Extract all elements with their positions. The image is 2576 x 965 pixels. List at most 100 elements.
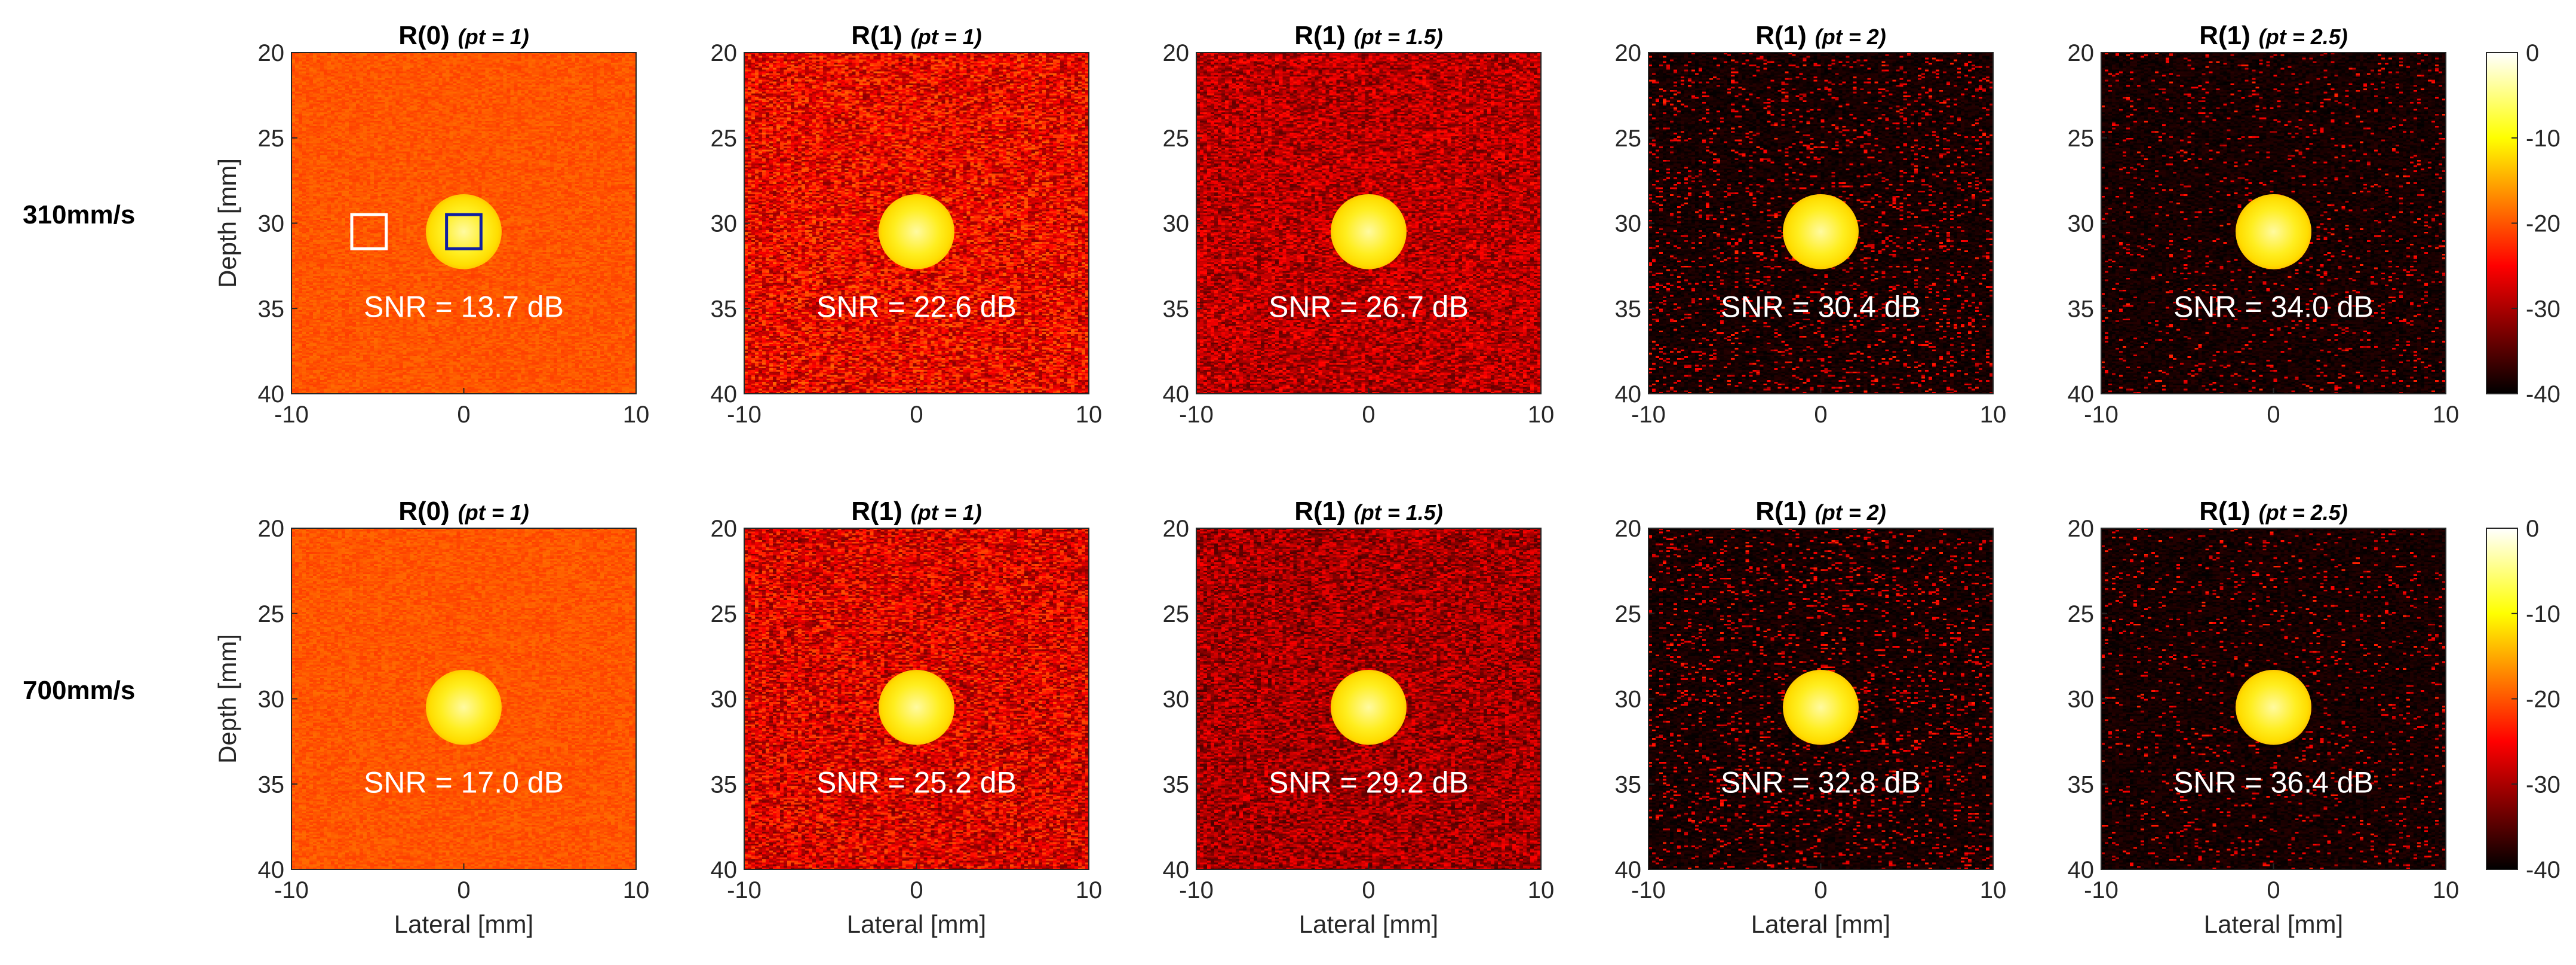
y-axis-label: Depth [mm] [213,158,241,288]
x-tick-label: 10 [623,402,650,428]
colorbar-tick-label: 0 [2526,516,2539,542]
snr-label: SNR = 22.6 dB [816,290,1017,324]
colorbar-0: 0 -10 -20 -30 -40 [2486,40,2560,408]
y-tick-label: 40 [1163,381,1190,408]
y-tick-label: 20 [1163,40,1190,66]
y-tick-label: 30 [711,687,738,713]
y-tick-label: 40 [258,381,285,408]
x-tick-label: -10 [1179,402,1214,428]
x-axis-label: Lateral [mm] [394,910,533,938]
x-axis-label: Lateral [mm] [1751,910,1890,938]
panel-r1-c2: 20 25 30 35 40-10 0 10 R(1) (pt = 1.5) SNR = 29.2… [1163,497,1555,938]
x-tick-label: -10 [2084,877,2118,903]
panel-title: R(1) (pt = 2) [1755,497,1886,526]
x-tick-label: 0 [1814,877,1827,903]
x-tick-label: 0 [457,402,470,428]
snr-label: SNR = 13.7 dB [364,290,564,324]
x-tick-label: 10 [623,877,650,903]
x-tick-label: -10 [1179,877,1214,903]
x-axis-label: Lateral [mm] [2204,910,2343,938]
x-tick-label: -10 [2084,402,2118,428]
x-tick-label: 0 [1814,402,1827,428]
panel-title: R(1) (pt = 1.5) [1294,497,1443,526]
colorbar-tick-label: -10 [2526,125,2560,152]
x-axis-label: Lateral [mm] [847,910,986,938]
panel-title: R(1) (pt = 2) [1755,21,1886,50]
y-tick-label: 40 [258,857,285,883]
y-tick-label: 35 [2068,771,2095,798]
x-tick-label: 10 [1528,877,1555,903]
y-tick-label: 20 [258,516,285,542]
y-tick-label: 20 [1163,516,1190,542]
y-tick-label: 20 [2068,40,2095,66]
colorbar-tick-label: -30 [2526,771,2560,798]
x-tick-label: -10 [1631,402,1666,428]
y-tick-label: 35 [2068,296,2095,322]
colorbar-tick-label: -40 [2526,381,2560,408]
x-tick-label: -10 [1631,877,1666,903]
target-inclusion [879,194,954,269]
y-tick-label: 35 [1163,296,1190,322]
colorbar-1: 0 -10 -20 -30 -40 [2486,516,2560,883]
y-tick-label: 20 [2068,516,2095,542]
target-inclusion [426,669,502,745]
colorbars-layer: 0 -10 -20 -30 -40 0 -10 -20 -30 -40 [2486,40,2560,883]
y-tick-label: 20 [1615,40,1642,66]
x-tick-label: 10 [1076,877,1103,903]
y-tick-label: 20 [1615,516,1642,542]
y-tick-label: 25 [711,601,738,627]
panel-r1-c3: 20 25 30 35 40-10 0 10 R(1) (pt = 2) SNR = 32.8 d… [1615,497,2007,938]
x-tick-label: -10 [274,402,309,428]
x-tick-label: 0 [1362,877,1375,903]
y-tick-label: 25 [258,601,285,627]
y-tick-label: 35 [711,296,738,322]
colorbar-tick-label: -20 [2526,211,2560,237]
panel-title: R(1) (pt = 1) [851,21,982,50]
panel-title: R(1) (pt = 2.5) [2199,497,2348,526]
y-tick-label: 25 [2068,601,2095,627]
y-tick-label: 30 [711,211,738,237]
panel-title: R(1) (pt = 1.5) [1294,21,1443,50]
panel-r0-c1: 20 25 30 35 40-10 0 10 R(1) (pt = 1) SNR = 22.6 d… [711,21,1103,428]
target-inclusion [2236,669,2311,745]
colorbar-tick-label: -20 [2526,687,2560,713]
y-tick-label: 35 [1615,296,1642,322]
y-tick-label: 20 [258,40,285,66]
y-tick-label: 25 [1163,125,1190,152]
y-tick-label: 40 [2068,857,2095,883]
y-tick-label: 35 [258,296,285,322]
panel-title: R(0) (pt = 1) [398,497,529,526]
x-tick-label: -10 [727,877,762,903]
x-tick-label: -10 [727,402,762,428]
target-inclusion [426,194,502,269]
panel-title: R(1) (pt = 1) [851,497,982,526]
x-tick-label: 10 [2433,877,2460,903]
y-tick-label: 40 [1615,381,1642,408]
x-tick-label: 10 [1076,402,1103,428]
y-tick-label: 40 [1163,857,1190,883]
x-axis-label: Lateral [mm] [1299,910,1438,938]
row-labels-layer: 310mm/s 700mm/s [23,200,135,705]
y-tick-label: 35 [1163,771,1190,798]
x-tick-label: 0 [910,402,923,428]
y-tick-label: 30 [2068,211,2095,237]
y-tick-label: 25 [1615,601,1642,627]
x-tick-label: 10 [1980,402,2007,428]
y-tick-label: 30 [1163,211,1190,237]
colorbar-tick-label: -10 [2526,601,2560,627]
panel-r1-c0: 20 25 30 35 40-10 0 10 R(0) (pt = 1) SNR = 17.0 d… [213,497,649,938]
panel-title: R(0) (pt = 1) [398,21,529,50]
row-label: 700mm/s [23,676,135,705]
x-tick-label: 10 [1980,877,2007,903]
panel-title: R(1) (pt = 2.5) [2199,21,2348,50]
panel-r0-c4: 20 25 30 35 40-10 0 10 R(1) (pt = 2.5) SNR = 34.0… [2068,21,2460,428]
snr-label: SNR = 36.4 dB [2173,766,2374,799]
y-tick-label: 30 [258,211,285,237]
x-tick-label: 0 [457,877,470,903]
y-tick-label: 35 [1615,771,1642,798]
panel-r0-c3: 20 25 30 35 40-10 0 10 R(1) (pt = 2) SNR = 30.4 d… [1615,21,2007,428]
snr-label: SNR = 30.4 dB [1721,290,1921,324]
y-axis-label: Depth [mm] [213,634,241,764]
